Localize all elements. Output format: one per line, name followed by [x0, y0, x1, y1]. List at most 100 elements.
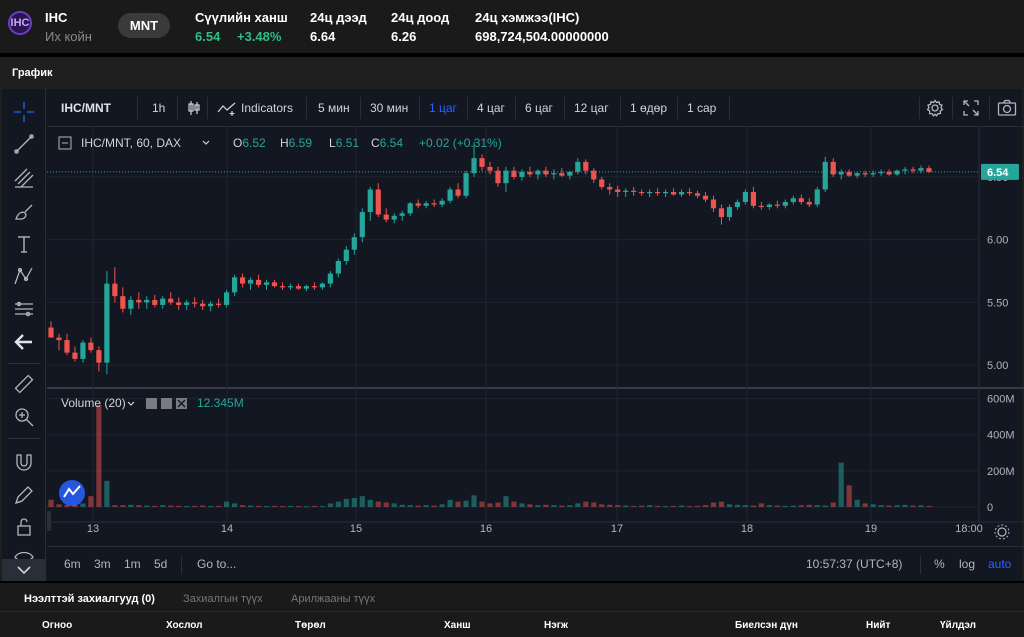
range-5d[interactable]: 5d: [154, 557, 168, 571]
candle-body: [694, 193, 701, 196]
candle-body: [663, 191, 669, 194]
volume-bar: [216, 505, 222, 507]
candle-body: [591, 170, 597, 180]
interval-button[interactable]: 1h: [152, 101, 166, 115]
interval-4h[interactable]: 4 цаг: [477, 101, 505, 115]
volume-bar: [200, 505, 206, 507]
fullscreen-icon[interactable]: [962, 89, 980, 127]
ticker-bar: IHC IHC Их койн MNT Сүүлийн ханш 6.54 +3…: [0, 0, 1024, 53]
interval-1mo[interactable]: 1 сар: [687, 101, 717, 115]
legend-title[interactable]: IHC/MNT, 60, DAX: [81, 136, 181, 150]
back-arrow-icon[interactable]: [11, 329, 37, 355]
magnet-icon[interactable]: [11, 449, 37, 475]
candle-body: [599, 179, 605, 187]
tab-open-orders[interactable]: Нээлттэй захиалгууд (0): [24, 593, 155, 605]
log-scale-toggle[interactable]: log: [959, 557, 976, 571]
candle-body: [910, 169, 916, 171]
candle-body: [670, 191, 677, 195]
candle-body: [439, 200, 445, 205]
fib-retracement-icon[interactable]: [11, 165, 37, 191]
volume-bar: [184, 506, 190, 508]
trend-line-icon[interactable]: [11, 131, 37, 157]
interval-1h[interactable]: 1 цаг: [429, 101, 457, 115]
volume-bar: [615, 505, 621, 507]
text-tool-icon[interactable]: [11, 231, 37, 257]
volume-bar: [527, 504, 533, 507]
volume-bar: [718, 501, 725, 507]
legend-chevron-icon[interactable]: [202, 140, 210, 145]
volume-bar: [655, 505, 661, 507]
scroll-left-handle[interactable]: [47, 511, 51, 531]
volume-bar: [670, 505, 677, 507]
volume-bar: [168, 505, 174, 507]
candle-body: [224, 292, 230, 305]
quote-currency-badge[interactable]: MNT: [118, 13, 170, 38]
interval-5m[interactable]: 5 мин: [318, 101, 350, 115]
volume-settings-icon[interactable]: [161, 398, 172, 409]
interval-1d[interactable]: 1 өдөр: [630, 101, 668, 115]
volume-bar: [343, 498, 349, 507]
interval-12h[interactable]: 12 цаг: [574, 101, 609, 115]
clock-timezone[interactable]: 10:57:37 (UTC+8): [806, 557, 903, 571]
crosshair-icon[interactable]: [11, 99, 37, 125]
candle-body: [447, 189, 453, 201]
candle-body: [311, 286, 317, 288]
indicators-button[interactable]: Indicators: [217, 89, 293, 127]
interval-30m[interactable]: 30 мин: [370, 101, 409, 115]
tradingview-logo-icon[interactable]: [59, 480, 85, 506]
volume-eye-icon[interactable]: [146, 398, 157, 409]
ruler-icon[interactable]: [11, 371, 37, 397]
candle-body: [423, 203, 429, 206]
snapshot-camera-icon[interactable]: [997, 89, 1017, 127]
high-value: 6.59: [289, 136, 313, 150]
volume-bar: [319, 506, 325, 508]
go-to-date-button[interactable]: Go to...: [197, 557, 237, 571]
tab-order-history[interactable]: Захиалгын түүх: [183, 593, 263, 605]
collapse-legend-icon[interactable]: [58, 136, 72, 150]
range-1m[interactable]: 1m: [124, 557, 141, 571]
settings-gear-icon[interactable]: [926, 89, 944, 127]
chart-grid: [47, 127, 1024, 523]
pattern-tool-icon[interactable]: [11, 263, 37, 289]
symbol-search-button[interactable]: IHC/MNT: [61, 101, 111, 115]
brush-icon[interactable]: [11, 199, 37, 225]
candle-body: [639, 191, 645, 194]
volume-bar: [383, 502, 389, 507]
volume-chevron-icon[interactable]: [127, 401, 135, 406]
tab-trade-history[interactable]: Арилжааны түүх: [291, 593, 376, 605]
high-label: H: [280, 136, 289, 150]
volume-legend-title[interactable]: Volume (20): [61, 396, 126, 410]
price-chart[interactable]: 6.506.005.505.00600M400M200M013141516171…: [47, 127, 1024, 546]
candle-body: [631, 190, 637, 192]
lock-icon[interactable]: [11, 514, 37, 540]
percent-scale-toggle[interactable]: %: [934, 557, 945, 571]
prediction-tool-icon[interactable]: [11, 296, 37, 322]
coin-logo-icon: IHC: [8, 11, 32, 35]
volume-bar: [503, 496, 509, 507]
candle-body: [527, 171, 533, 175]
volume-bar: [136, 505, 142, 507]
volume-bar: [846, 485, 852, 507]
col-filled: Биелсэн дүн: [735, 620, 798, 631]
range-3m[interactable]: 3m: [94, 557, 111, 571]
volume-bar: [559, 505, 565, 507]
zoom-in-icon[interactable]: [11, 404, 37, 430]
time-tick-label: 14: [221, 523, 233, 535]
volume-bar: [271, 505, 278, 507]
volume-bar: [487, 503, 493, 507]
candle-body: [726, 207, 733, 218]
volume-bar: [176, 505, 182, 507]
scroll-toolbar-down-button[interactable]: [2, 559, 46, 581]
candle-body: [471, 158, 477, 174]
volume-bar: [112, 505, 118, 507]
axis-settings-gear-icon[interactable]: [994, 524, 1010, 540]
range-6m[interactable]: 6m: [64, 557, 81, 571]
candle-body: [287, 286, 294, 288]
candle-body: [902, 169, 908, 171]
auto-scale-toggle[interactable]: auto: [988, 557, 1012, 571]
chart-type-button[interactable]: [187, 89, 201, 127]
stay-in-drawing-mode-icon[interactable]: [11, 482, 37, 508]
volume-bar: [80, 503, 86, 507]
interval-6h[interactable]: 6 цаг: [525, 101, 553, 115]
candle-body: [870, 173, 876, 175]
